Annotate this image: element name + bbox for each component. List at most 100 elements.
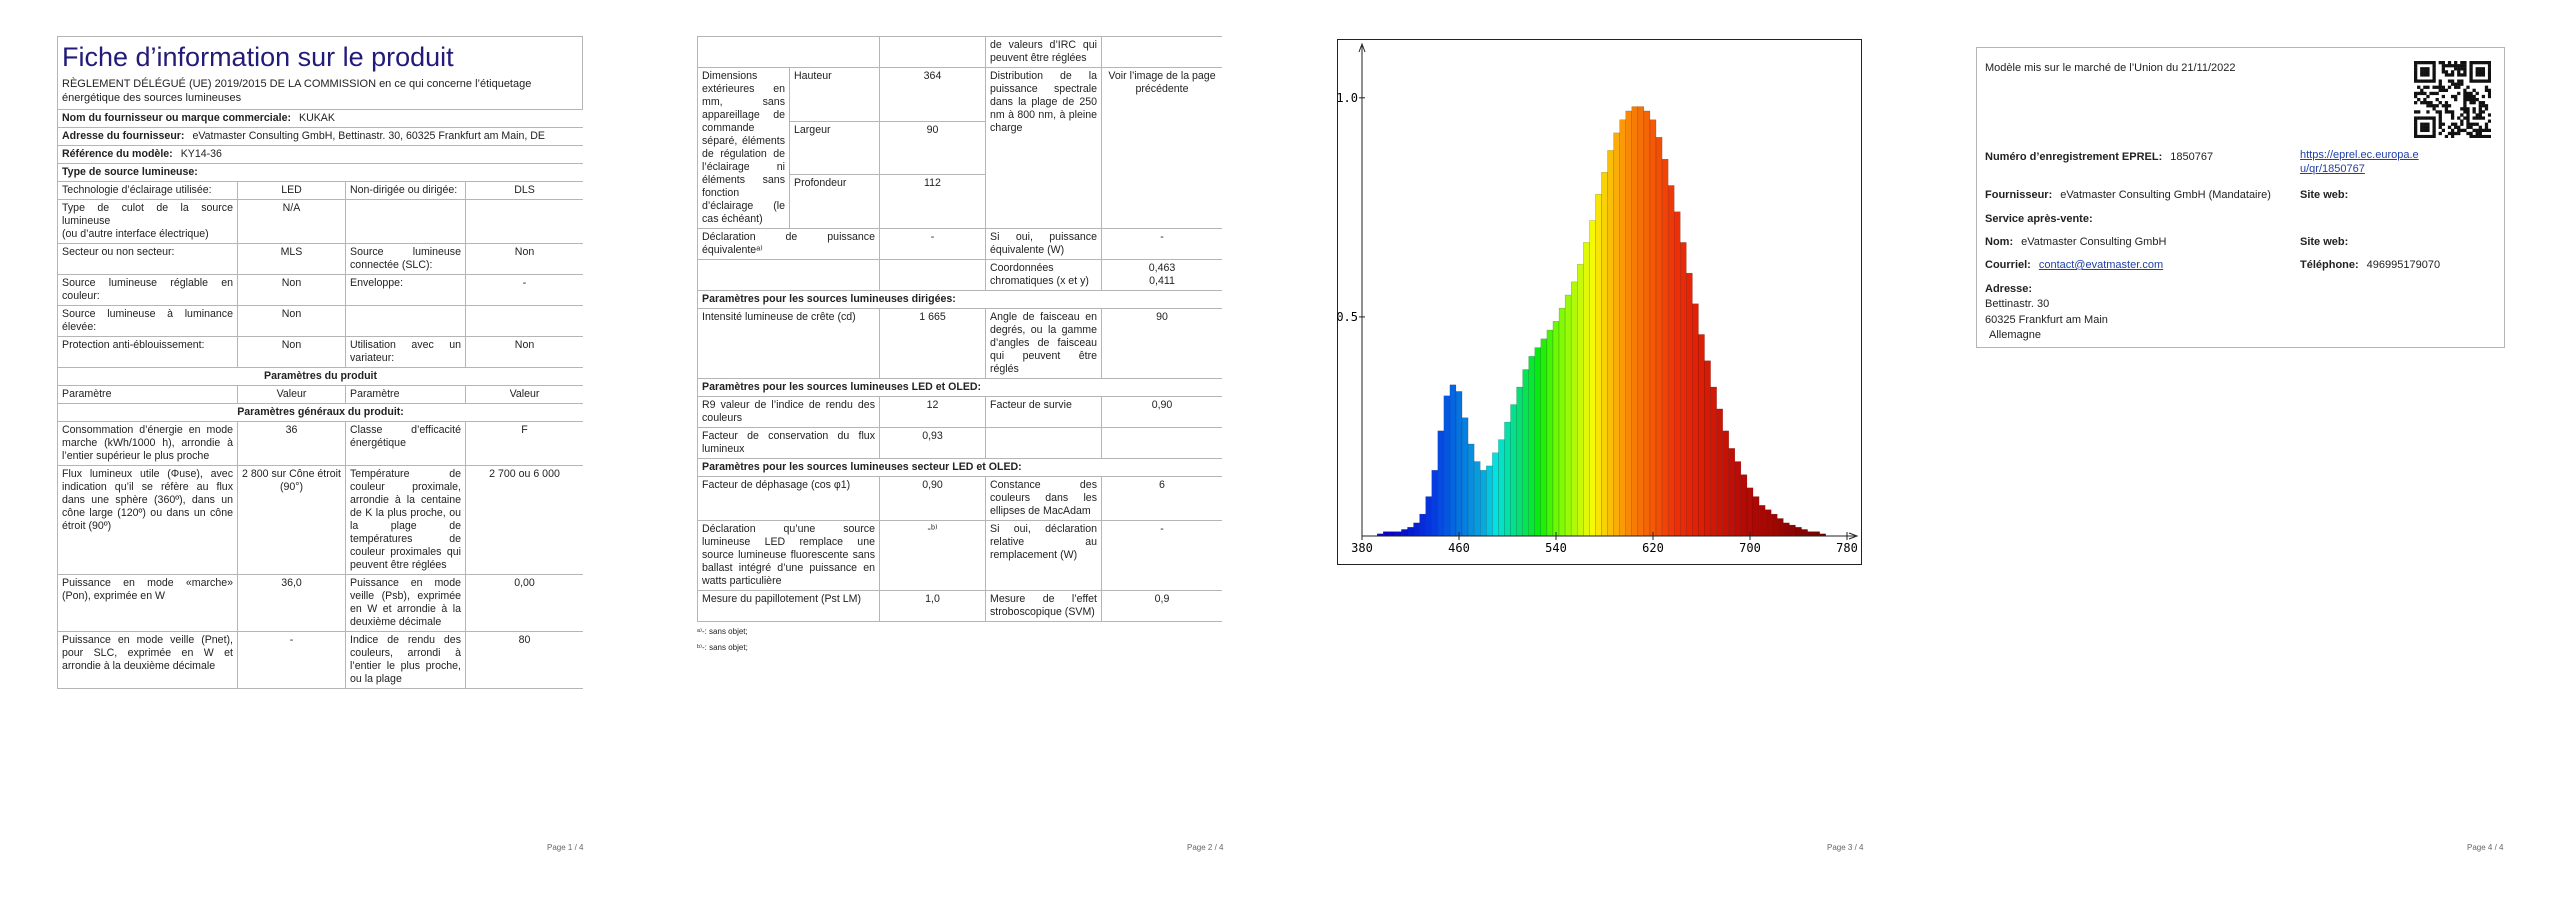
heading-cell: Paramètres pour les sources lumineuses d… [697,290,1222,309]
cell-text: de valeurs d’IRC qui peuvent être réglée… [990,39,1097,64]
x-tick-label: 780 [1836,541,1858,555]
qr-module [2447,125,2452,129]
cell-text: R9 valeur de l’indice de rendu des coule… [702,399,875,424]
qr-module [2478,125,2482,129]
qr-module [2481,67,2486,71]
cell: 1,0 [879,590,986,622]
cell-text: Non [281,277,302,289]
qr-module [2447,85,2452,89]
spectrum-bar [1686,272,1693,537]
qr-module [2469,70,2473,74]
qr-module [2435,104,2439,108]
cell: Valeur [464,385,583,404]
cell: Constance des couleurs dans les ellipses… [985,476,1102,521]
qr-module [2450,113,2455,117]
qr-module [2426,101,2430,105]
spectrum-bar [1637,106,1645,537]
cell-text: Paramètre [350,388,400,400]
spectrum-bar [1789,524,1796,537]
qr-module [2435,91,2439,96]
website: Site web: [2300,188,2348,202]
qr-module [2447,104,2452,108]
qr-module [2472,97,2476,102]
qr-module [2484,122,2489,126]
spectrum-bar [1467,443,1475,537]
cell-text: 6 [1159,479,1165,491]
spectrum-bar [1758,505,1766,537]
spectrum-bar [1558,307,1566,537]
qr-module [2414,61,2418,65]
qr-module [2420,88,2424,92]
spectrum-bar [1449,384,1457,537]
spectrum-bar [1680,242,1687,537]
qr-module [2487,70,2491,74]
spectrum-bar [1746,487,1754,537]
qr-module [2438,82,2442,86]
qr-module [2469,131,2473,136]
spectrum-bar [1480,470,1487,537]
qr-module [2463,70,2467,74]
qr-module [2429,101,2433,105]
qr-module [2466,107,2470,111]
axis-arrow [1358,42,1366,53]
cell-text: Déclaration qu’une source lumineuse LED … [702,523,875,587]
cell-text: Si oui, déclaration relative au remplace… [990,523,1097,561]
qr-module [2478,113,2482,117]
qr-module [2463,104,2467,108]
cell-text: Consommation d’énergie en mode marche (k… [62,424,233,462]
email-link[interactable]: contact@evatmaster.com [2038,259,2164,271]
cell: Utilisation avec un variateur: [345,336,466,368]
cell: - [464,274,583,306]
spectrum-bar [1589,220,1596,537]
label: Site web: [2300,189,2349,201]
spectrum-bar [1752,496,1760,537]
field-cell: Adresse du fournisseur: eVatmaster Consul… [57,127,583,146]
qr-module [2432,122,2436,126]
row: Intensité lumineuse de crête (cd) 1 665 An… [697,308,1222,379]
cell-text: Puissance en mode veille (Pnet), pour SL… [62,634,233,672]
qr-module [2457,91,2461,96]
qr-module [2444,134,2449,138]
qr-module [2450,122,2455,126]
qr-module [2414,122,2418,126]
qr-module [2472,128,2476,133]
cell: Hauteur [789,67,880,122]
qr-code [2414,61,2491,138]
qr-module [2450,79,2455,83]
qr-module [2447,61,2452,65]
qr-module [2432,125,2436,129]
qr-module [2414,134,2418,138]
qr-module [2469,101,2473,105]
cell-text: 0,90 [922,479,943,491]
qr-module [2454,122,2458,126]
qr-module [2423,61,2427,65]
spectrum-bar [1595,194,1602,537]
label: Courriel: [1985,259,2031,271]
qr-module [2478,131,2482,136]
qr-module [2444,110,2449,114]
qr-module [2475,113,2479,117]
address: Adresse: [1985,282,2032,296]
cell: Mesure de l’effet stroboscopique (SVM) [985,590,1102,622]
qr-module [2414,76,2418,80]
eprel-link[interactable]: https://eprel.ec.europa.eu/qr/1850767 [2300,149,2419,175]
cell-text: Valeur [509,388,540,400]
qr-module [2481,116,2486,120]
spectrum-bar [1577,264,1584,537]
phone: Téléphone: 496995179070 [2300,258,2440,272]
qr-module [2423,70,2427,74]
qr-module [2414,91,2418,96]
cell: F [464,421,583,466]
page-number: Page 3 / 4 [1827,843,1864,852]
qr-module [2450,110,2455,114]
qr-module [2454,131,2458,136]
qr-module [2475,97,2479,102]
cell: Profondeur [789,174,880,229]
spectrum-bar [1461,417,1469,537]
qr-module [2460,61,2464,65]
qr-module [2438,110,2442,114]
spectrum-bar [1661,158,1669,537]
qr-module [2466,91,2470,96]
address-line: Allemagne [1989,329,2041,341]
row: Type de culot de la source lumineuse (ou … [57,199,583,244]
